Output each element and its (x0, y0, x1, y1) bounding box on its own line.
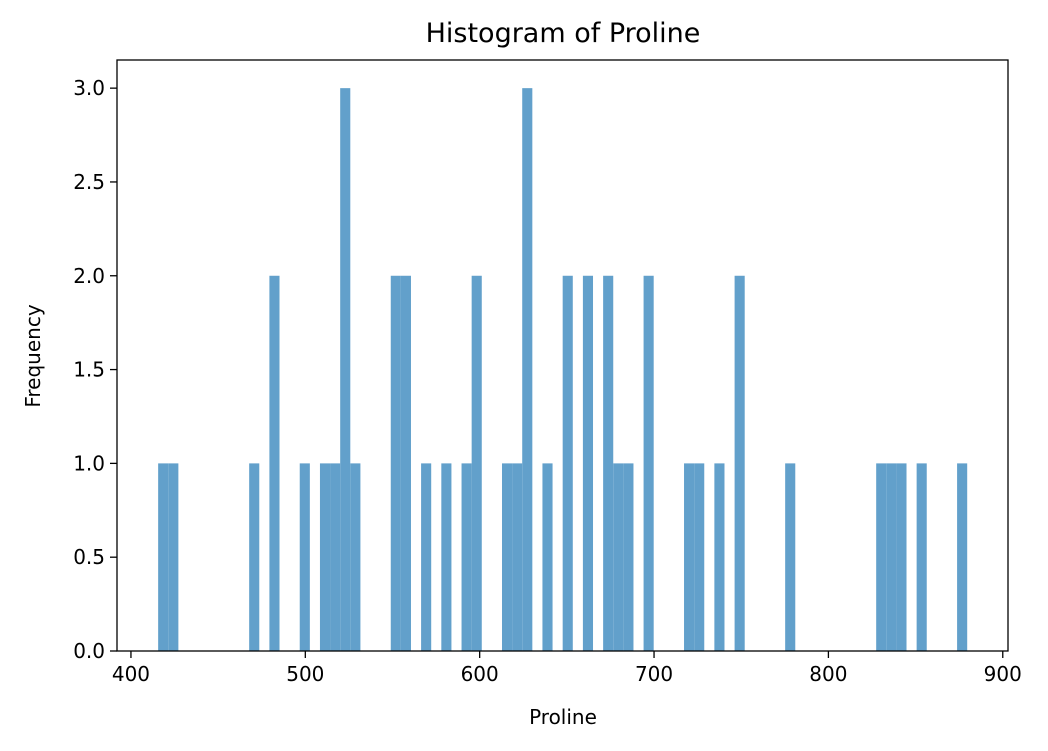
histogram-bar-8 (350, 463, 361, 651)
histogram-bar-30 (876, 463, 887, 651)
histogram-bar-10 (400, 275, 411, 651)
x-tick-label: 600 (461, 662, 499, 686)
y-tick-label: 1.0 (73, 451, 105, 475)
y-tick-label: 2.5 (73, 170, 105, 194)
histogram-bar-2 (249, 463, 260, 651)
y-axis-label: Frequency (21, 304, 45, 407)
histogram-bar-20 (582, 275, 594, 651)
y-tick-label: 0.5 (73, 545, 105, 569)
histogram-bar-31 (886, 463, 897, 651)
x-tick-label: 500 (286, 662, 324, 686)
histogram-bar-21 (603, 275, 614, 651)
histogram-bar-13 (461, 463, 472, 651)
x-tick-label: 900 (984, 662, 1022, 686)
histogram-bar-1 (168, 463, 179, 651)
histogram-bar-4 (299, 463, 310, 651)
histogram-bar-6 (330, 463, 341, 651)
histogram-bar-3 (269, 275, 280, 651)
y-tick-label: 3.0 (73, 76, 105, 100)
histogram-bar-11 (421, 463, 432, 651)
histogram-bar-34 (957, 463, 968, 651)
histogram-bar-23 (623, 463, 634, 651)
histogram-bar-32 (896, 463, 907, 651)
histogram-bar-14 (471, 275, 482, 651)
histogram-bar-16 (512, 463, 523, 651)
histogram-bar-19 (562, 275, 573, 651)
y-tick-label: 1.5 (73, 358, 105, 382)
y-axis: 0.0 0.5 1.0 1.5 2.0 2.5 3.0 (73, 76, 117, 663)
chart-title: Histogram of Proline (426, 18, 701, 49)
histogram-bar-22 (613, 463, 624, 651)
histogram-bar-0 (158, 463, 169, 651)
histogram-bar-7 (340, 88, 351, 651)
histogram-bar-24 (643, 275, 654, 651)
histogram-bar-17 (522, 88, 533, 651)
histogram-bar-28 (734, 275, 745, 651)
histogram-bar-9 (390, 275, 401, 651)
histogram-bar-25 (684, 463, 695, 651)
histogram-bar-18 (542, 463, 553, 651)
x-tick-label: 400 (112, 662, 150, 686)
x-axis: 400 500 600 700 800 900 (112, 651, 1022, 686)
y-tick-label: 2.0 (73, 264, 105, 288)
bars-group (158, 88, 968, 651)
histogram-bar-12 (441, 463, 452, 651)
plot-frame (116, 59, 1009, 652)
histogram-bar-29 (785, 463, 796, 651)
x-tick-label: 700 (635, 662, 673, 686)
histogram-bar-26 (694, 463, 705, 651)
y-tick-label: 0.0 (73, 639, 105, 663)
x-tick-label: 800 (809, 662, 847, 686)
histogram-bar-27 (714, 463, 725, 651)
x-axis-label: Proline (529, 705, 597, 729)
histogram-bar-33 (916, 463, 927, 651)
histogram-bar-15 (501, 463, 513, 651)
histogram-bar-5 (319, 463, 331, 651)
